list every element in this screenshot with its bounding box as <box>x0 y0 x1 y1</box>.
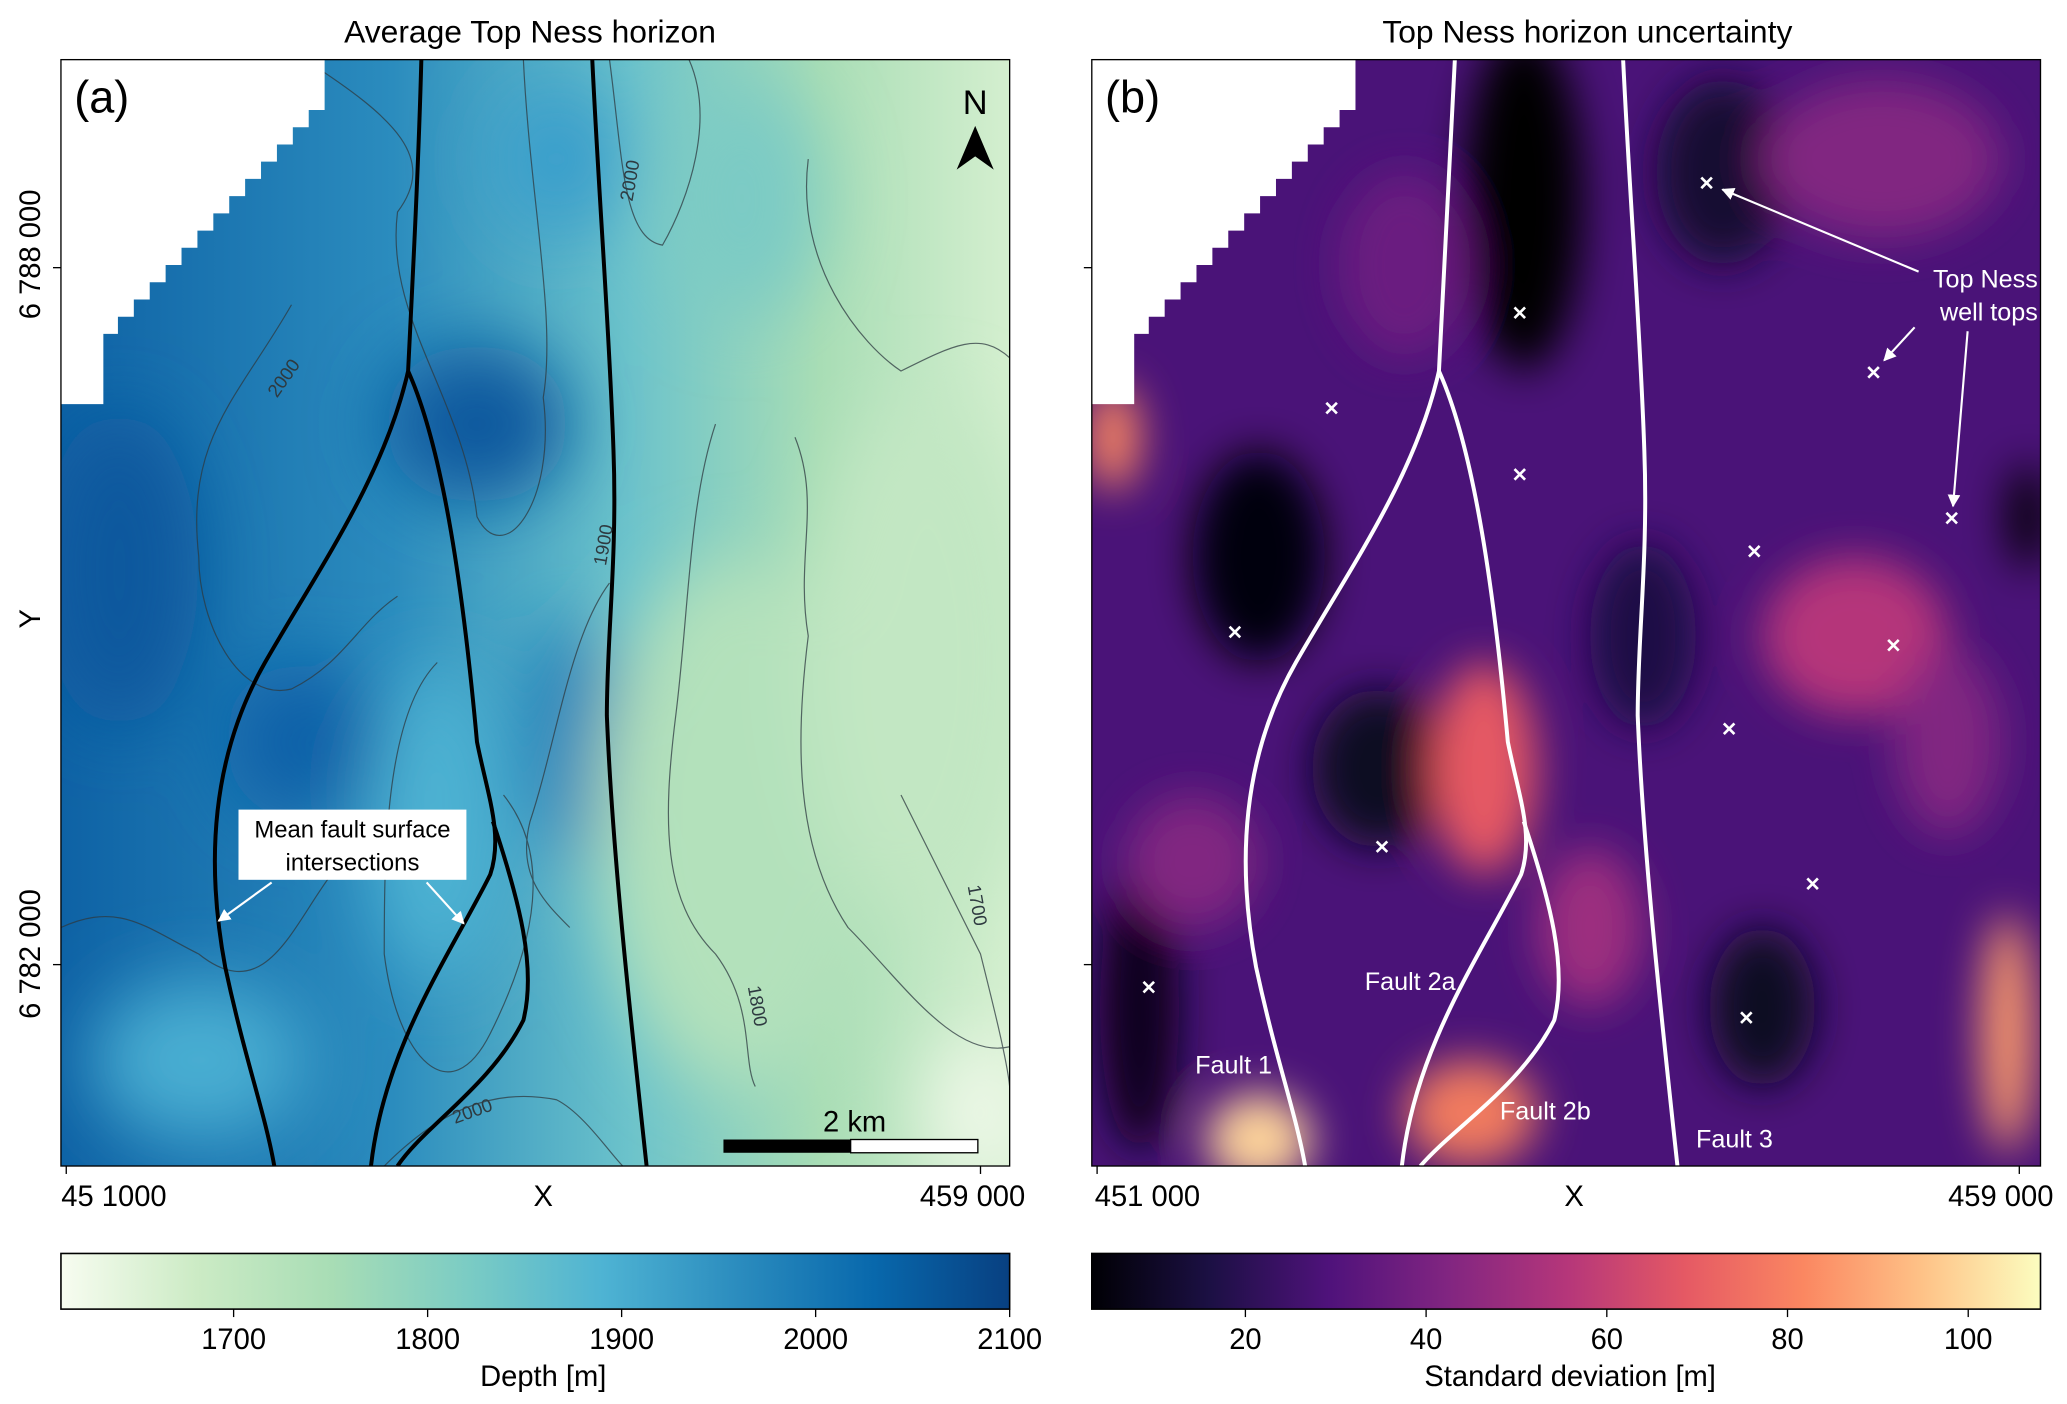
uncertainty-map: Fault 1 Fault 2a Fault 2b Fault 3 Top Ne… <box>1091 59 2041 1167</box>
colorbar-tick-label: 1800 <box>395 1324 460 1356</box>
fault-label-3: Fault 3 <box>1696 1125 1773 1153</box>
colorbar-tick-label: 20 <box>1229 1324 1261 1356</box>
fault-label-2b: Fault 2b <box>1500 1098 1591 1126</box>
fault-2b-line <box>1418 820 1561 1167</box>
panel-b-label: (b) <box>1105 72 1160 123</box>
panel-a-label: (a) <box>74 72 129 123</box>
std-colorbar-label: Standard deviation [m] <box>1424 1361 1716 1393</box>
y-tick-label: 6 788 000 <box>15 190 47 320</box>
annotation-line-2: intersections <box>286 850 420 877</box>
well-top-marker <box>1375 840 1389 853</box>
colorbar-tick-label: 100 <box>1944 1324 1993 1356</box>
depth-map: 2000 2000 1900 1800 1700 2000 Mean fault… <box>60 59 1010 1167</box>
x-axis-label: X <box>1564 1181 1583 1213</box>
fault-1-line <box>1243 59 1457 1167</box>
well-top-marker <box>1142 980 1156 994</box>
colorbar-tick-label: 1700 <box>201 1324 266 1356</box>
annotation-box <box>238 809 467 880</box>
well-top-marker <box>1945 511 1958 525</box>
x-axis-label: X <box>534 1181 553 1213</box>
y-axis-label: Y <box>15 609 47 628</box>
colorbar-tick-label: 2000 <box>783 1324 848 1356</box>
well-top-marker <box>1325 401 1338 415</box>
fault-label-2a: Fault 2a <box>1365 968 1456 996</box>
x-tick-label: 459 000 <box>1948 1181 2053 1213</box>
fault-2a-line <box>1399 370 1529 1167</box>
colorbar-tick-label: 40 <box>1410 1324 1442 1356</box>
well-top-marker <box>1700 176 1713 190</box>
fault-label-1: Fault 1 <box>1195 1051 1272 1079</box>
well-top-marker <box>1867 366 1880 379</box>
annotation-line-1: Mean fault surface <box>254 816 450 843</box>
fault-1-line <box>212 59 424 1167</box>
annotation-arrow <box>1721 188 1920 273</box>
scale-bar-label: 2 km <box>823 1107 886 1139</box>
well-top-marker <box>1228 625 1242 639</box>
colorbar-tick-label: 60 <box>1591 1324 1623 1356</box>
fault-3-line <box>590 59 649 1167</box>
annotation-arrow <box>1883 326 1916 362</box>
no-data-area <box>60 59 325 405</box>
north-label: N <box>963 84 988 122</box>
annotation-arrow <box>1947 331 1969 508</box>
annotation-arrow <box>217 881 273 922</box>
well-top-marker <box>1513 306 1527 319</box>
fault-2b-line <box>395 820 530 1167</box>
panel-a-title: Average Top Ness horizon <box>344 13 716 49</box>
north-arrow-icon <box>956 125 994 170</box>
fault-2a-line <box>369 370 498 1167</box>
no-data-area <box>1091 59 1356 405</box>
annotation-line-2: well tops <box>1939 299 2038 327</box>
well-top-marker <box>1740 1011 1753 1024</box>
depth-colorbar-label: Depth [m] <box>480 1361 606 1393</box>
panel-b-title: Top Ness horizon uncertainty <box>1382 13 1792 49</box>
well-top-marker <box>1748 544 1761 558</box>
fault-3-line <box>1621 59 1680 1167</box>
annotation-arrow <box>425 881 465 925</box>
scale-bar <box>723 1139 851 1153</box>
well-top-marker <box>1722 722 1736 736</box>
y-tick-label: 6 782 000 <box>15 889 47 1019</box>
x-tick-label: 451 000 <box>1095 1181 1200 1213</box>
annotation-line-1: Top Ness <box>1933 266 2038 294</box>
well-top-marker <box>1887 639 1900 652</box>
colorbar-tick-label: 2100 <box>977 1324 1042 1356</box>
x-tick-label: 45 1000 <box>61 1181 166 1213</box>
x-tick-label: 459 000 <box>920 1181 1025 1213</box>
well-top-marker <box>1513 468 1527 481</box>
well-top-marker <box>1806 877 1819 891</box>
colorbar-tick-label: 1900 <box>589 1324 654 1356</box>
colorbar-tick-label: 80 <box>1771 1324 1803 1356</box>
std-colorbar <box>1091 1252 2042 1310</box>
depth-colorbar <box>60 1252 1011 1310</box>
